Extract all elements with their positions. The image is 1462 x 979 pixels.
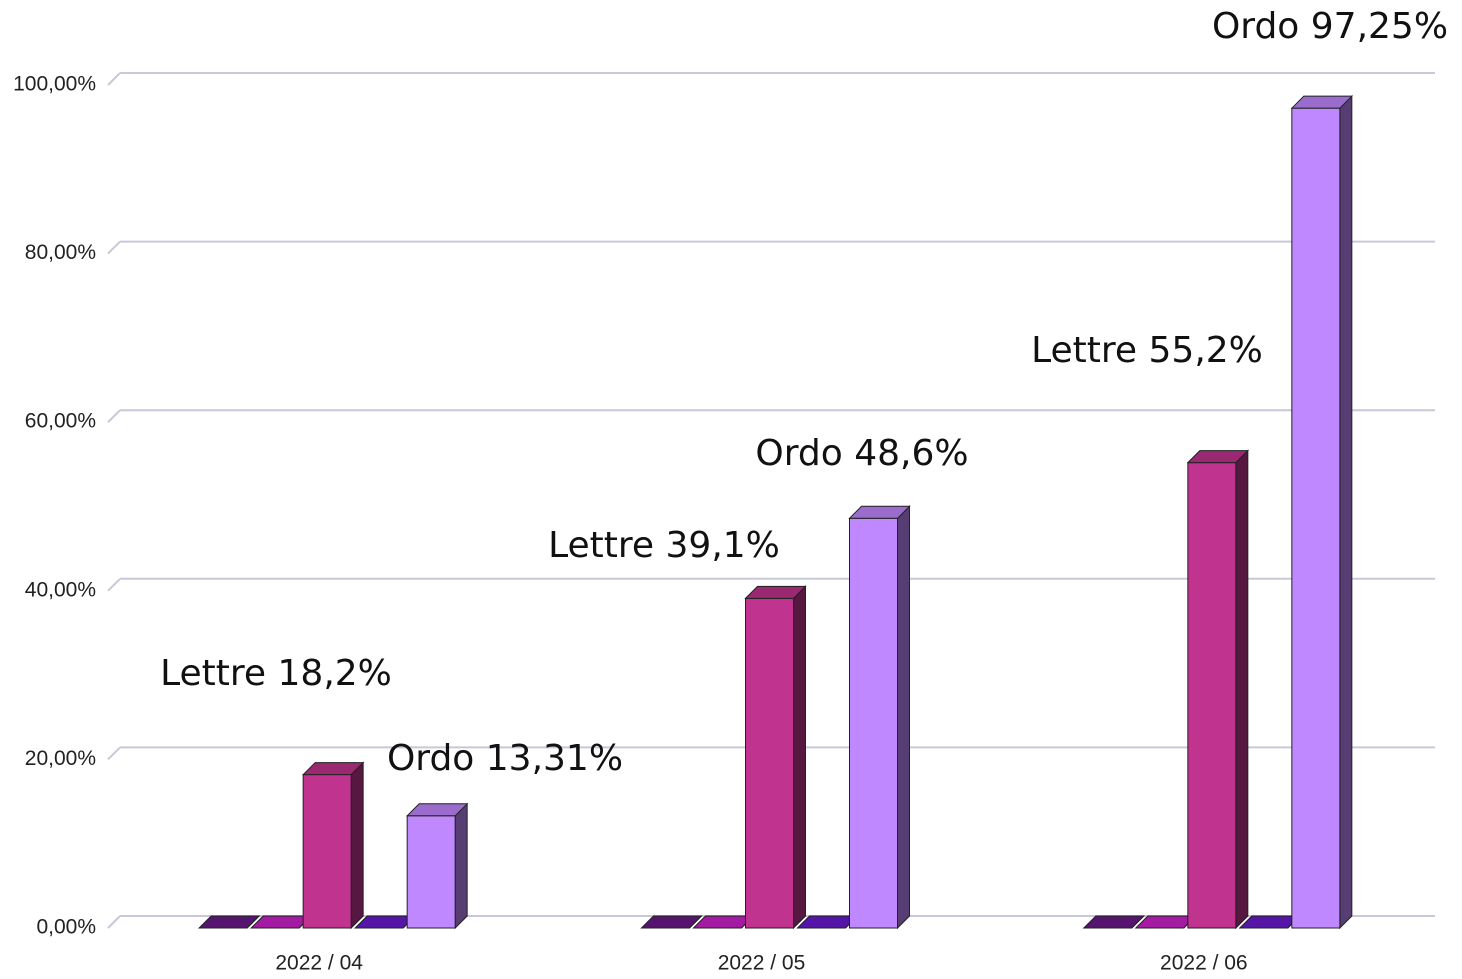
bar <box>302 774 352 929</box>
bar-side <box>350 761 364 930</box>
x-tick-label: 2022 / 06 <box>1160 952 1248 975</box>
bar <box>1187 462 1237 929</box>
bar <box>1291 107 1341 929</box>
data-label: Ordo 48,6% <box>755 433 968 474</box>
bar-top <box>1186 450 1250 464</box>
tick-mark <box>107 72 121 86</box>
tick-mark <box>107 578 121 592</box>
bar-top <box>848 505 911 519</box>
y-tick-label: 40,00% <box>25 578 96 601</box>
x-tick-label: 2022 / 04 <box>275 952 363 975</box>
bar-top <box>197 915 261 929</box>
bar-top <box>249 915 313 929</box>
bar-top <box>692 915 755 929</box>
y-tick-label: 0,00% <box>36 916 96 939</box>
bar-side <box>793 585 806 930</box>
bar-top <box>1290 95 1354 109</box>
bar-top <box>1134 915 1198 929</box>
tick-mark <box>107 746 121 761</box>
bar-top <box>301 762 365 776</box>
bar-side <box>1339 94 1353 930</box>
y-tick-label: 80,00% <box>25 241 96 264</box>
bar-top <box>353 915 417 929</box>
y-tick-label: 100,00% <box>13 73 96 96</box>
data-label: Lettre 18,2% <box>160 653 392 694</box>
bar-top <box>405 803 469 817</box>
bar-side <box>1235 449 1249 930</box>
bar <box>745 597 794 929</box>
bar <box>849 517 898 929</box>
bar-top <box>1082 915 1146 929</box>
bar-top <box>640 915 703 929</box>
bar-top <box>796 915 859 929</box>
bar <box>406 815 456 929</box>
y-tick-label: 20,00% <box>25 747 96 770</box>
tick-mark <box>107 409 121 423</box>
data-label: Ordo 97,25% <box>1212 6 1448 47</box>
bar-side <box>454 802 468 930</box>
data-label: Lettre 39,1% <box>548 525 780 566</box>
x-tick-label: 2022 / 05 <box>718 952 806 975</box>
bar-side <box>897 505 910 930</box>
y-tick-label: 60,00% <box>25 410 96 433</box>
bar-top <box>744 585 807 599</box>
bar-top <box>1238 915 1302 929</box>
tick-mark <box>107 240 121 255</box>
tick-mark <box>107 915 121 929</box>
data-label: Lettre 55,2% <box>1031 330 1263 371</box>
data-label: Ordo 13,31% <box>387 738 623 779</box>
